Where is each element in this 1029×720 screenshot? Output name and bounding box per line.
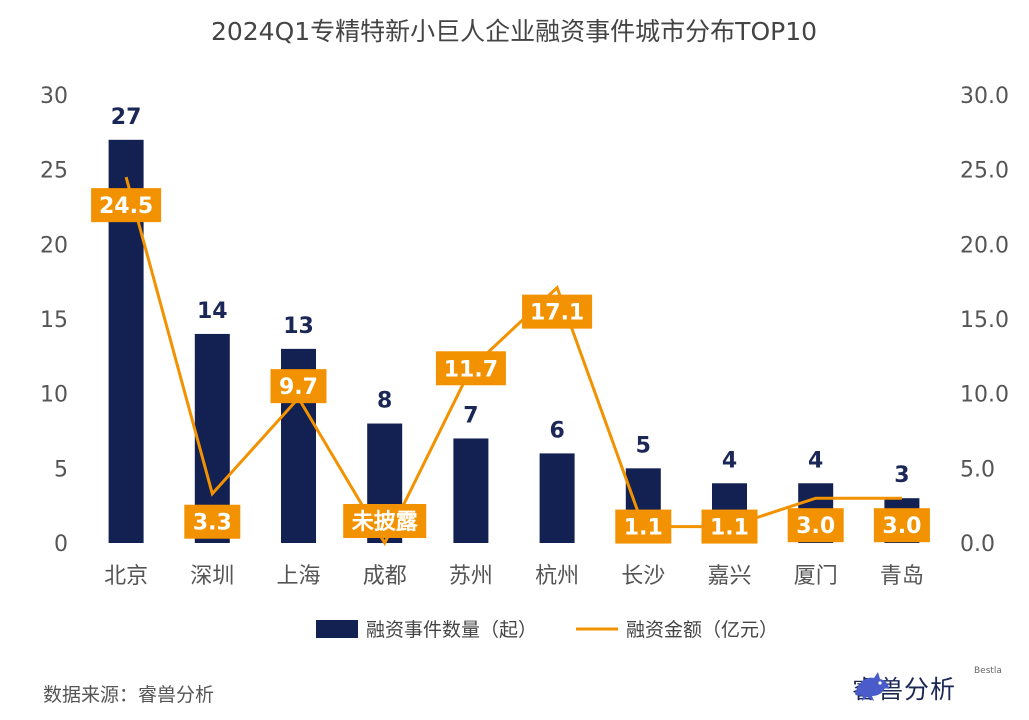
right-axis-tick-label: 0.0: [960, 532, 995, 557]
line-value-tag: [615, 509, 672, 544]
line-value-label: 17.1: [530, 301, 584, 326]
x-axis-labels: 北京 深圳 上海 成都 苏州 杭州 长沙 嘉兴 厦门 青岛: [104, 564, 924, 589]
left-axis-tick-label: 0: [54, 532, 68, 557]
bar: [453, 438, 489, 543]
bar-value-label: 3: [894, 463, 909, 488]
x-axis-category-label: 杭州: [535, 564, 579, 589]
line-value-label: 3.0: [796, 514, 835, 539]
x-axis-category-label: 深圳: [190, 564, 234, 589]
line-value-label: 3.0: [882, 514, 921, 539]
left-axis-tick-label: 15: [40, 308, 68, 333]
line-path: [124, 176, 902, 547]
line-value-tag: [343, 504, 427, 538]
line-value-tag: [787, 508, 844, 543]
data-source-note: 数据来源：睿兽分析: [43, 684, 215, 706]
left-axis-tick-label: 20: [40, 233, 68, 258]
right-axis-tick-label: 25.0: [960, 159, 1009, 184]
line-value-label: 1.1: [624, 516, 663, 541]
line-value-tag: [184, 504, 241, 539]
legend-label-line: 融资金额（亿元）: [626, 619, 778, 641]
bar: [539, 453, 575, 543]
combo-chart: 2024Q1专精特新小巨人企业融资事件城市分布TOP10 0 5 10 15 20 25 3…: [40, 17, 1009, 641]
line-value-label: 9.7: [279, 375, 318, 400]
line-value-tag: [270, 369, 327, 404]
x-axis-category-label: 苏州: [449, 564, 493, 589]
x-axis-category-label: 成都: [363, 564, 407, 589]
chart-title: 2024Q1专精特新小巨人企业融资事件城市分布TOP10: [211, 17, 817, 46]
legend: 融资事件数量（起） 融资金额（亿元）: [316, 619, 778, 641]
line-value-label: 1.1: [710, 516, 749, 541]
line-value-label: 未披露: [352, 510, 419, 535]
right-axis-tick-label: 5.0: [960, 457, 995, 482]
right-axis-tick-label: 20.0: [960, 233, 1009, 258]
bar-value-label: 4: [722, 448, 737, 473]
line-value-label: 24.5: [99, 194, 153, 219]
bar-value-label: 6: [549, 418, 564, 443]
bar-series: [108, 139, 920, 544]
x-axis-category-label: 嘉兴: [707, 564, 751, 589]
left-axis: 0 5 10 15 20 25 30: [40, 84, 68, 557]
bar-value-label: 14: [197, 299, 228, 324]
bar-value-label: 13: [283, 314, 314, 339]
brand-sub: Bestla: [974, 666, 1002, 676]
left-axis-tick-label: 25: [40, 159, 68, 184]
bar-value-label: 27: [111, 105, 142, 130]
line-series: [124, 176, 902, 547]
right-axis: 0.0 5.0 10.0 15.0 20.0 25.0 30.0: [960, 84, 1009, 557]
line-value-tag: [91, 188, 162, 223]
line-value-label: 11.7: [444, 357, 498, 382]
line-value-tag: [435, 351, 506, 386]
left-axis-tick-label: 30: [40, 84, 68, 109]
bar-value-label: 8: [377, 389, 392, 414]
bar-value-label: 7: [463, 403, 478, 428]
bar-value-label: 4: [808, 448, 823, 473]
brand-logo: 睿兽分析 Bestla: [852, 666, 1002, 708]
legend-label-bar: 融资事件数量（起）: [366, 619, 537, 641]
bar-value-label: 5: [636, 433, 651, 458]
line-value-tag: [873, 508, 930, 543]
bar-labels: 27 14 13 8 7 6 5 4 4 3: [111, 105, 910, 488]
line-value-tag: [522, 294, 593, 329]
x-axis-category-label: 长沙: [621, 564, 665, 589]
x-axis-category-label: 厦门: [794, 564, 838, 589]
right-axis-tick-label: 15.0: [960, 308, 1009, 333]
beast-logo-icon: [855, 672, 889, 701]
line-value-tag: [701, 509, 758, 544]
legend-swatch-bar: [316, 620, 358, 638]
line-labels: 24.5 3.3 9.7 未披露 11.7 17.1 1.1 1.1 3.0 3.0: [91, 188, 930, 544]
right-axis-tick-label: 30.0: [960, 84, 1009, 109]
x-axis-category-label: 北京: [104, 564, 148, 589]
line-value-label: 3.3: [193, 511, 232, 536]
x-axis-category-label: 青岛: [880, 564, 924, 589]
left-axis-tick-label: 10: [40, 383, 68, 408]
right-axis-tick-label: 10.0: [960, 383, 1009, 408]
left-axis-tick-label: 5: [54, 457, 68, 482]
x-axis-category-label: 上海: [276, 564, 320, 589]
